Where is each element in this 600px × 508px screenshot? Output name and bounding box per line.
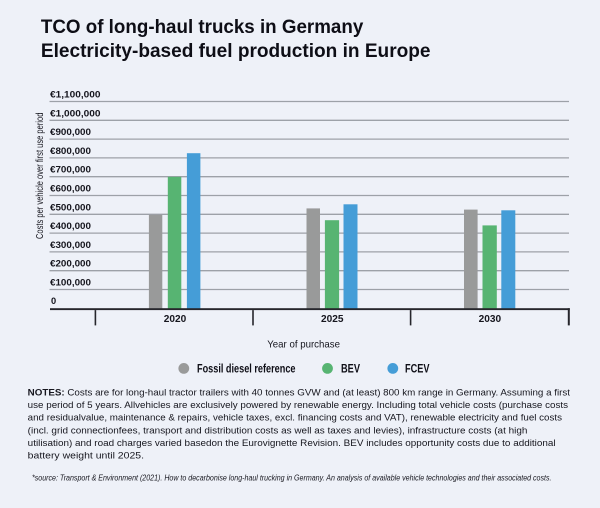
- svg-text:Electricity-based fuel product: Electricity-based fuel production in Eur…: [41, 40, 431, 62]
- svg-text:BEV: BEV: [341, 362, 360, 376]
- svg-text:utilisation) and road charges: utilisation) and road charges varied bas…: [28, 438, 556, 449]
- svg-text:€700,000: €700,000: [50, 165, 91, 175]
- svg-text:€1,000,000: €1,000,000: [50, 108, 101, 118]
- svg-text:2025: 2025: [321, 314, 344, 325]
- svg-text:€300,000: €300,000: [50, 240, 91, 250]
- svg-text:€400,000: €400,000: [50, 221, 91, 231]
- svg-text:NOTES: Costs are for long-haul: NOTES: Costs are for long-haul tractor t…: [28, 388, 571, 399]
- svg-text:Costs per vehicle over first u: Costs per vehicle over first use period: [34, 112, 46, 239]
- svg-text:€1,100,000: €1,100,000: [50, 90, 101, 100]
- svg-text:use period of 5 years. Allvehi: use period of 5 years. Allvehicles are e…: [28, 400, 568, 411]
- svg-text:2030: 2030: [479, 314, 502, 325]
- svg-text:€600,000: €600,000: [50, 184, 91, 194]
- svg-text:0: 0: [51, 296, 56, 306]
- svg-text:*source: Transport & Environme: *source: Transport & Environment (2021).…: [32, 474, 552, 483]
- svg-text:and residualvalue, maintenance: and residualvalue, maintenance & repairs…: [28, 413, 563, 424]
- svg-text:€900,000: €900,000: [50, 127, 91, 137]
- svg-text:TCO of long-haul trucks in Ger: TCO of long-haul trucks in Germany: [41, 16, 364, 38]
- svg-text:FCEV: FCEV: [405, 362, 430, 376]
- svg-text:€100,000: €100,000: [50, 278, 91, 288]
- svg-text:2020: 2020: [164, 314, 187, 325]
- svg-text:(incl. grid connectionfees, tr: (incl. grid connectionfees, transport an…: [28, 425, 528, 436]
- svg-text:€800,000: €800,000: [50, 146, 91, 156]
- svg-text:€500,000: €500,000: [50, 202, 91, 212]
- svg-text:€200,000: €200,000: [50, 259, 91, 269]
- svg-text:battery weight until 2025.: battery weight until 2025.: [28, 450, 144, 461]
- svg-text:Fossil diesel reference: Fossil diesel reference: [197, 362, 296, 376]
- svg-text:Year of purchase: Year of purchase: [267, 339, 340, 351]
